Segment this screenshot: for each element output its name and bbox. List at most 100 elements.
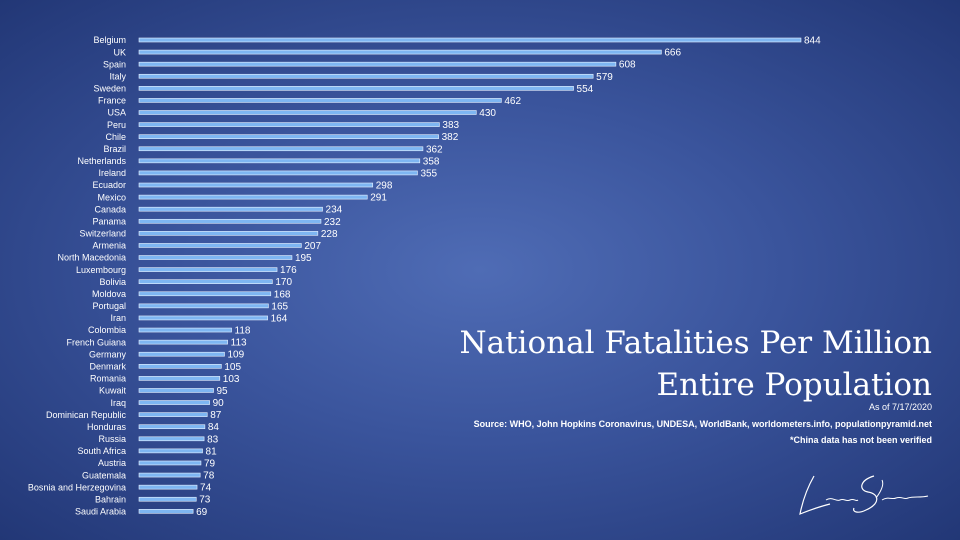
category-label: France — [98, 96, 126, 106]
data-label: 383 — [442, 120, 459, 131]
bar — [138, 400, 210, 405]
data-label: 358 — [423, 156, 440, 167]
data-label: 291 — [370, 193, 387, 204]
data-label: 362 — [426, 144, 443, 155]
category-label: Dominican Republic — [46, 410, 127, 420]
bar — [138, 73, 594, 79]
bar — [138, 376, 221, 381]
data-label: 232 — [324, 217, 341, 228]
bar — [138, 339, 228, 345]
bar — [138, 86, 574, 91]
source-note: Source: WHO, John Hopkins Coronavirus, U… — [473, 419, 932, 429]
category-label: Romania — [90, 374, 126, 384]
category-label: Mexico — [97, 192, 126, 202]
category-label: Sweden — [93, 84, 126, 94]
category-label: Iran — [110, 313, 126, 323]
data-label: 103 — [223, 374, 240, 385]
china-note: *China data has not been verified — [789, 435, 932, 445]
category-label: Switzerland — [79, 229, 126, 239]
bar — [138, 509, 194, 514]
data-label: 554 — [577, 84, 594, 95]
category-label: Iraq — [110, 398, 126, 408]
data-label: 109 — [227, 350, 244, 361]
data-label: 176 — [280, 265, 297, 276]
category-label: Armenia — [92, 241, 126, 251]
bar — [138, 146, 424, 152]
category-label: Italy — [109, 71, 126, 81]
bar — [138, 436, 205, 442]
category-label: Netherlands — [77, 156, 126, 166]
bar — [138, 388, 214, 393]
data-label: 164 — [271, 313, 288, 324]
chart-title-line-2: Entire Population — [656, 367, 932, 403]
category-label: Colombia — [88, 325, 126, 335]
category-label: Bosnia and Herzegovina — [28, 482, 126, 492]
bar — [138, 170, 418, 176]
data-label: 74 — [200, 483, 212, 494]
bar — [138, 472, 201, 478]
category-label: South Africa — [77, 446, 126, 456]
data-label: 168 — [274, 289, 291, 300]
data-label: 95 — [217, 386, 229, 397]
bar — [138, 327, 232, 333]
data-label: 83 — [207, 434, 219, 445]
data-label: 165 — [271, 301, 288, 312]
category-label: Bahrain — [95, 494, 126, 504]
data-label: 79 — [204, 458, 216, 469]
bar — [138, 315, 268, 321]
bar — [138, 291, 272, 297]
category-label: French Guiana — [66, 337, 126, 347]
data-label: 355 — [420, 168, 437, 179]
bar — [138, 61, 617, 67]
category-label: Brazil — [103, 144, 126, 154]
category-label: Denmark — [89, 361, 126, 371]
category-label: Austria — [98, 458, 126, 468]
data-label: 69 — [196, 507, 208, 518]
bar — [138, 460, 202, 466]
bar — [138, 110, 477, 115]
bar — [138, 49, 662, 55]
bar — [138, 496, 197, 502]
bar — [138, 412, 208, 417]
bar — [138, 267, 278, 272]
data-label: 170 — [275, 277, 292, 288]
data-label: 228 — [321, 229, 338, 240]
bar — [138, 194, 368, 200]
category-label: Panama — [92, 216, 126, 226]
data-label: 73 — [199, 495, 211, 506]
category-label: Spain — [103, 59, 126, 69]
category-label: Belgium — [93, 35, 126, 45]
data-label: 90 — [213, 398, 225, 409]
data-label: 195 — [295, 253, 312, 264]
as-of-date: As of 7/17/2020 — [868, 402, 932, 412]
data-label: 207 — [304, 241, 321, 252]
category-label: Luxembourg — [76, 265, 126, 275]
category-label: UK — [113, 47, 126, 57]
data-label: 462 — [504, 96, 521, 107]
bar — [138, 243, 302, 248]
category-label: Chile — [105, 132, 126, 142]
bar — [138, 206, 323, 212]
category-label: Ireland — [98, 168, 126, 178]
bar — [138, 303, 269, 309]
data-label: 844 — [804, 36, 821, 47]
bar — [138, 98, 502, 103]
bar — [138, 182, 374, 188]
category-label: Kuwait — [99, 386, 127, 396]
bar — [138, 37, 802, 43]
category-label: Saudi Arabia — [75, 507, 126, 517]
data-label: 382 — [442, 132, 459, 143]
bar — [138, 122, 440, 127]
category-label: Peru — [107, 120, 126, 130]
data-label: 81 — [206, 446, 218, 457]
bar — [138, 255, 293, 260]
data-label: 78 — [203, 471, 215, 482]
bar — [138, 484, 198, 490]
data-label: 666 — [664, 48, 681, 59]
data-label: 608 — [619, 60, 636, 71]
category-label: Ecuador — [92, 180, 126, 190]
data-label: 118 — [235, 326, 251, 337]
data-label: 298 — [376, 181, 393, 192]
bar — [138, 279, 273, 285]
